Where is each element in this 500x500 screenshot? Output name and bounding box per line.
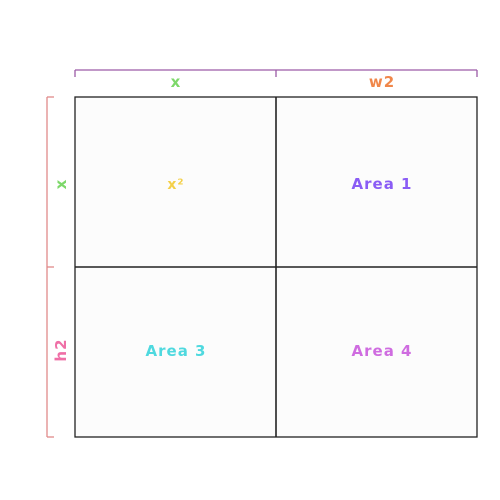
- cell-bottom-right: [276, 267, 477, 437]
- cell-top-left: [75, 97, 276, 267]
- side-dimension-bracket: [46, 96, 54, 438]
- top-label-w2: w2: [369, 73, 395, 91]
- side-label-h2: h2: [52, 338, 70, 361]
- cell-label-x-squared: x²: [167, 177, 184, 193]
- cell-label-area-3: Area 3: [146, 342, 207, 360]
- cell-bottom-left: [75, 267, 276, 437]
- side-label-x: x: [52, 179, 70, 190]
- cell-label-area-1: Area 1: [352, 175, 413, 193]
- top-dimension-bracket: [74, 69, 478, 77]
- top-label-x: x: [171, 73, 182, 91]
- cell-top-right: [276, 97, 477, 267]
- cell-label-area-4: Area 4: [352, 342, 413, 360]
